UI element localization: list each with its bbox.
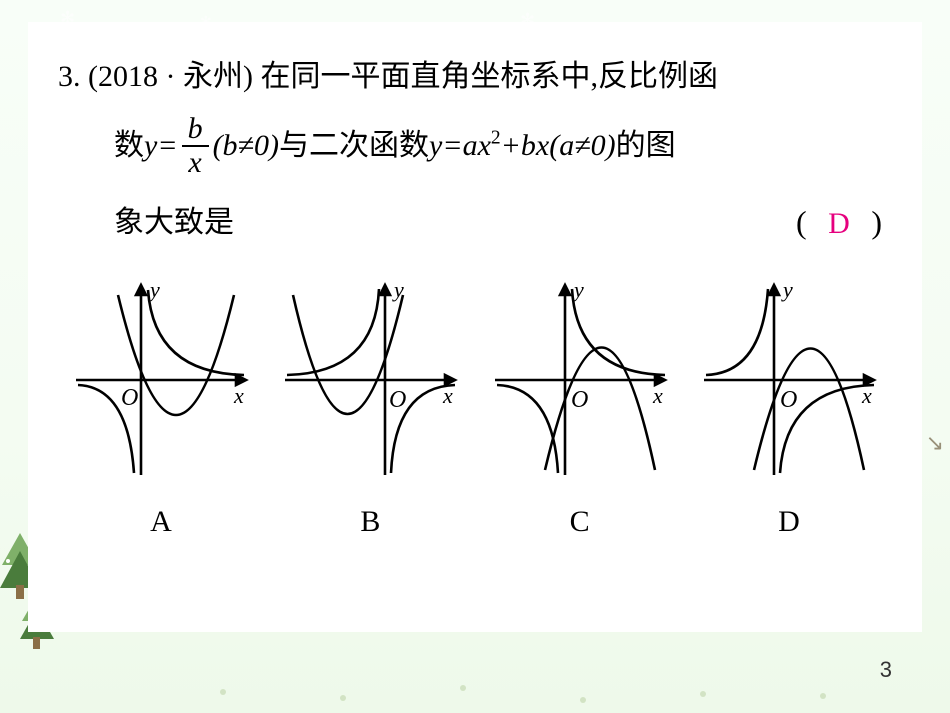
question-source: (2018 · 永州) [88, 60, 253, 93]
question-card: 3. (2018 · 永州) 在同一平面直角坐标系中,反比例函 数 y= b x… [28, 22, 922, 632]
origin-label: O [571, 387, 588, 413]
axis-y-label: y [392, 277, 404, 302]
origin-label: O [389, 387, 406, 413]
answer-slot: ( D ) [796, 192, 892, 253]
question-text-part: 象大致是 [114, 194, 234, 251]
axis-y-label: y [148, 277, 160, 302]
question-text-part: 在同一平面直角坐标系中,反比例函 [260, 60, 718, 93]
page-number: 3 [880, 657, 892, 683]
question-text-part: 与二次函数 [279, 117, 429, 174]
equation-2-condition: (a≠0) [549, 117, 615, 174]
branch-icon: ↘ [926, 430, 944, 456]
question-text-part: 的图 [616, 117, 676, 174]
option-label: B [360, 493, 380, 550]
option-label: A [150, 493, 172, 550]
axis-x-label: x [652, 383, 663, 408]
origin-label: O [780, 387, 797, 413]
axis-x-label: x [861, 383, 872, 408]
equation-2-base: y=ax [429, 129, 491, 162]
option-d: y x O D [694, 275, 884, 550]
axis-y-label: y [572, 277, 584, 302]
option-a-graph: y x O [66, 275, 256, 485]
fraction: b x [182, 113, 209, 178]
question-text: 3. (2018 · 永州) 在同一平面直角坐标系中,反比例函 数 y= b x… [58, 48, 892, 550]
option-b-graph: y x O [275, 275, 465, 485]
axis-y-label: y [781, 277, 793, 302]
equation-2-tail: +bx [501, 129, 550, 162]
question-line-2: 数 y= b x (b≠0) 与二次函数 y=ax2+bx (a≠0) 的图 [58, 113, 892, 178]
option-label: C [570, 493, 590, 550]
question-line-3: 象大致是 ( D ) [58, 192, 892, 253]
question-text-part: 数 [114, 117, 144, 174]
option-c-graph: y x O [485, 275, 675, 485]
question-number: 3. [58, 60, 81, 93]
option-a: y x O A [66, 275, 256, 550]
axis-x-label: x [233, 383, 244, 408]
option-b: y x O B [275, 275, 465, 550]
equation-2: y=ax2+bx [429, 117, 549, 174]
fraction-denominator: x [182, 147, 207, 179]
ground-decor [0, 653, 950, 713]
equation-2-sup: 2 [491, 127, 501, 148]
question-line-1: 3. (2018 · 永州) 在同一平面直角坐标系中,反比例函 [58, 48, 892, 105]
option-d-graph: y x O [694, 275, 884, 485]
paren-close: ) [871, 204, 882, 240]
fraction-numerator: b [182, 113, 209, 145]
answer-letter: D [814, 207, 864, 240]
origin-label: O [121, 385, 138, 411]
option-c: y x O C [485, 275, 675, 550]
axis-x-label: x [442, 383, 453, 408]
equation-condition: (b≠0) [213, 117, 279, 174]
option-label: D [778, 493, 800, 550]
options-row: y x O A [58, 275, 892, 550]
equation-lhs: y= [144, 117, 178, 174]
paren-open: ( [796, 204, 807, 240]
